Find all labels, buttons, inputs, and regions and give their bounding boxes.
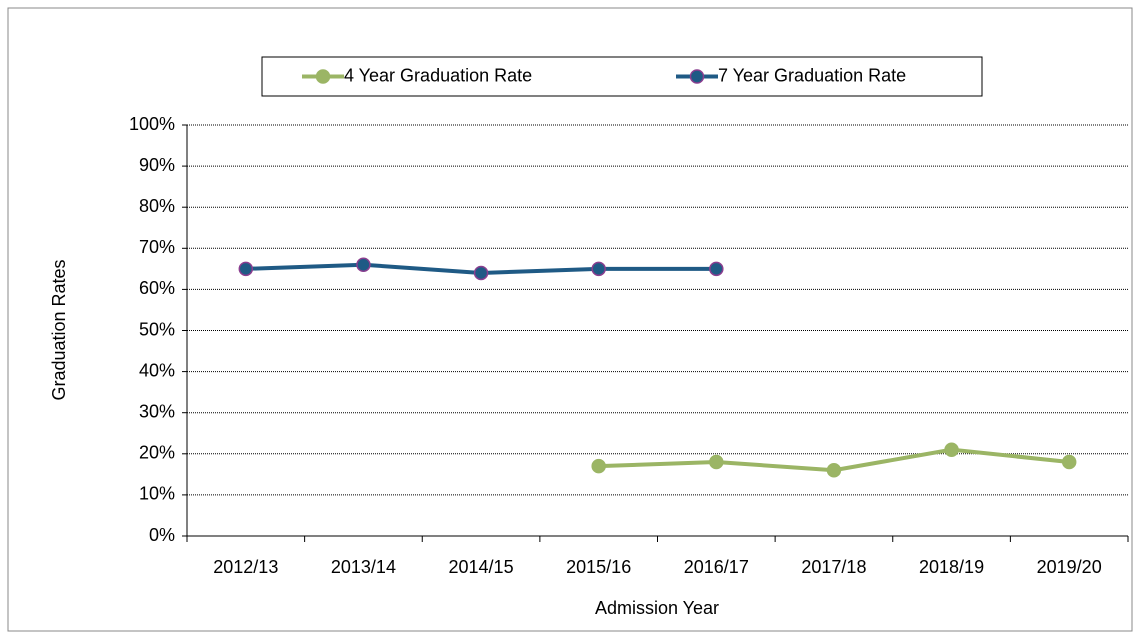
y-tick-label: 40% (139, 360, 175, 380)
y-axis-label: Graduation Rates (49, 259, 69, 400)
y-tick-label: 100% (129, 114, 175, 134)
y-tick-label: 20% (139, 443, 175, 463)
y-tick-label: 70% (139, 237, 175, 257)
data-point (709, 261, 724, 277)
x-tick-label: 2016/17 (684, 557, 749, 577)
y-tick-label: 10% (139, 484, 175, 504)
data-point (826, 462, 842, 478)
chart-frame (7, 7, 1133, 632)
x-axis-label: Admission Year (595, 598, 719, 618)
x-tick-label: 2017/18 (801, 557, 866, 577)
x-tick-label: 2018/19 (919, 557, 984, 577)
y-tick-label: 80% (139, 196, 175, 216)
x-tick-label: 2012/13 (213, 557, 278, 577)
x-tick-label: 2019/20 (1037, 557, 1102, 577)
y-tick-label: 60% (139, 278, 175, 298)
data-point (473, 265, 489, 281)
data-point (591, 261, 606, 277)
data-point (709, 454, 724, 470)
data-point (1061, 454, 1077, 470)
legend-box (261, 56, 983, 97)
legend-label: 7 Year Graduation Rate (718, 65, 906, 85)
y-tick-label: 90% (139, 155, 175, 175)
x-tick-label: 2014/15 (449, 557, 514, 577)
y-tick-label: 0% (149, 525, 175, 545)
data-point (944, 442, 959, 457)
y-tick-label: 30% (139, 401, 175, 421)
legend-label: 4 Year Graduation Rate (344, 65, 532, 85)
data-point (356, 257, 371, 272)
legend-marker (315, 69, 331, 84)
data-point (591, 458, 606, 474)
legend-marker (689, 69, 705, 84)
x-tick-label: 2013/14 (331, 557, 396, 577)
data-point (238, 261, 254, 277)
x-tick-label: 2015/16 (566, 557, 631, 577)
y-tick-label: 50% (139, 319, 175, 339)
